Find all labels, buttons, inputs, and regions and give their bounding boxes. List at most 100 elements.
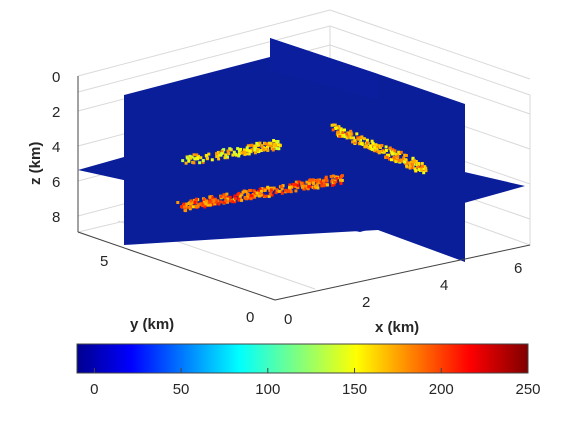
- anomaly-yz-cell: [421, 164, 424, 168]
- anomaly-yz-cell: [420, 162, 424, 165]
- anomaly-yz-cell: [336, 131, 340, 135]
- anomaly-xy-cell: [296, 184, 300, 187]
- anomaly-xy-cell: [324, 175, 328, 179]
- z-ticks: 0 2 4 6 8: [52, 69, 60, 226]
- anomaly-xy-cell: [263, 188, 267, 192]
- anomaly-xz-cell: [245, 146, 249, 150]
- anomaly-xz-cell: [205, 156, 209, 160]
- anomaly-xz-cell: [225, 155, 229, 159]
- x-tick-4: 4: [440, 277, 448, 294]
- anomaly-xz-cell: [224, 153, 228, 157]
- anomaly-xz-cell: [192, 153, 196, 157]
- anomaly-xz-cell: [272, 139, 276, 142]
- anomaly-xz-cell: [204, 154, 208, 157]
- anomaly-xy-cell: [185, 202, 188, 206]
- anomaly-yz-cell: [397, 150, 401, 154]
- anomaly-yz-cell: [416, 165, 420, 169]
- anomaly-xz-cell: [189, 156, 193, 160]
- anomaly-xy-cell: [246, 192, 250, 196]
- anomaly-xz-cell: [196, 156, 200, 160]
- anomaly-yz-cell: [406, 161, 410, 165]
- anomaly-xy-cell: [246, 195, 250, 199]
- colorbar: [76, 343, 529, 374]
- anomaly-yz-cell: [403, 160, 406, 164]
- anomaly-yz-cell: [359, 138, 362, 142]
- anomaly-xy-cell: [183, 205, 187, 209]
- anomaly-xy-cell: [319, 180, 323, 184]
- anomaly-xy-cell: [208, 200, 212, 204]
- anomaly-yz-cell: [402, 156, 406, 160]
- anomaly-yz-cell: [384, 145, 388, 149]
- anomaly-yz-cell: [397, 159, 401, 163]
- anomaly-xy-cell: [294, 189, 298, 193]
- anomaly-xy-cell: [226, 197, 230, 201]
- colorbar-tick-label: 0: [90, 381, 98, 398]
- anomaly-xy-cell: [260, 187, 264, 191]
- grid-line-right-z0: [329, 9, 531, 80]
- anomaly-xz-cell: [215, 155, 219, 158]
- anomaly-xy-cell: [307, 182, 311, 186]
- y-tick-5: 5: [100, 253, 108, 270]
- anomaly-yz-cell: [380, 144, 384, 147]
- anomaly-xy-cell: [268, 186, 272, 190]
- anomaly-xy-cell: [297, 180, 301, 184]
- anomaly-xy-cell: [340, 178, 344, 182]
- anomaly-xz-cell: [278, 144, 282, 148]
- anomaly-xy-cell: [208, 195, 212, 199]
- anomaly-yz-cell: [411, 161, 415, 165]
- anomaly-xy-cell: [182, 202, 186, 206]
- anomaly-xz-cell: [253, 144, 257, 148]
- anomaly-yz-cell: [343, 128, 346, 132]
- anomaly-xy-cell: [274, 191, 278, 195]
- anomaly-xy-cell: [189, 199, 193, 203]
- anomaly-yz-cell: [370, 139, 374, 143]
- anomaly-xy-cell: [253, 195, 257, 199]
- anomaly-xy-cell: [324, 178, 328, 181]
- anomaly-xy-cell: [191, 205, 195, 209]
- anomaly-xz-cell: [265, 142, 269, 146]
- anomaly-xy-cell: [208, 203, 212, 207]
- anomaly-xy-cell: [234, 196, 238, 200]
- anomaly-xz-cell: [245, 148, 249, 152]
- anomaly-xy-cell: [189, 202, 192, 206]
- anomaly-yz-cell: [355, 132, 359, 136]
- anomaly-yz-cell: [399, 150, 403, 154]
- anomaly-xy-cell: [340, 174, 343, 178]
- anomaly-yz-cell: [410, 163, 414, 167]
- anomaly-xy-cell: [214, 200, 218, 204]
- anomaly-xz-cell: [184, 161, 188, 165]
- anomaly-xy-cell: [325, 183, 329, 187]
- anomaly-yz-cell: [419, 166, 423, 170]
- anomaly-xy-cell: [331, 178, 334, 182]
- anomaly-yz-cell: [352, 136, 355, 140]
- anomaly-xz-cell: [259, 149, 263, 152]
- anomaly-yz-cell: [384, 149, 388, 152]
- slice-xy-horizontal: [78, 122, 525, 232]
- colorbar-tick-label: 150: [342, 381, 367, 398]
- anomaly-xy-cell: [248, 189, 252, 192]
- anomaly-xy-cell: [233, 194, 237, 198]
- anomaly-yz-cell: [330, 123, 334, 127]
- anomaly-xy-cell: [210, 203, 214, 207]
- anomaly-yz-cell: [385, 155, 389, 159]
- anomaly-xz-cell: [266, 146, 269, 149]
- anomaly-xy-cell: [332, 182, 336, 186]
- anomaly-yz-cell: [424, 166, 428, 170]
- anomaly-xy-cell: [193, 201, 197, 204]
- anomaly-xy-cell: [201, 204, 204, 208]
- z-tick-2: 2: [52, 104, 60, 121]
- anomaly-xz-cell: [262, 148, 266, 151]
- anomaly-yz-cell: [360, 135, 364, 139]
- anomaly-xz-cell: [201, 159, 205, 162]
- anomaly-yz-cell: [371, 141, 375, 145]
- anomaly-yz-cell: [408, 161, 412, 165]
- anomaly-yz-cell: [404, 158, 408, 162]
- anomaly-xz-cell: [238, 152, 241, 156]
- anomaly-xy-cell: [281, 184, 285, 188]
- anomaly-yz-cell: [372, 148, 376, 152]
- anomaly-yz-cell: [375, 144, 379, 148]
- anomaly-xz-cell: [217, 157, 221, 161]
- anomaly-yz-cell: [413, 167, 417, 171]
- anomaly-xy-cell: [188, 205, 192, 209]
- x-axis-label: x (km): [375, 319, 419, 336]
